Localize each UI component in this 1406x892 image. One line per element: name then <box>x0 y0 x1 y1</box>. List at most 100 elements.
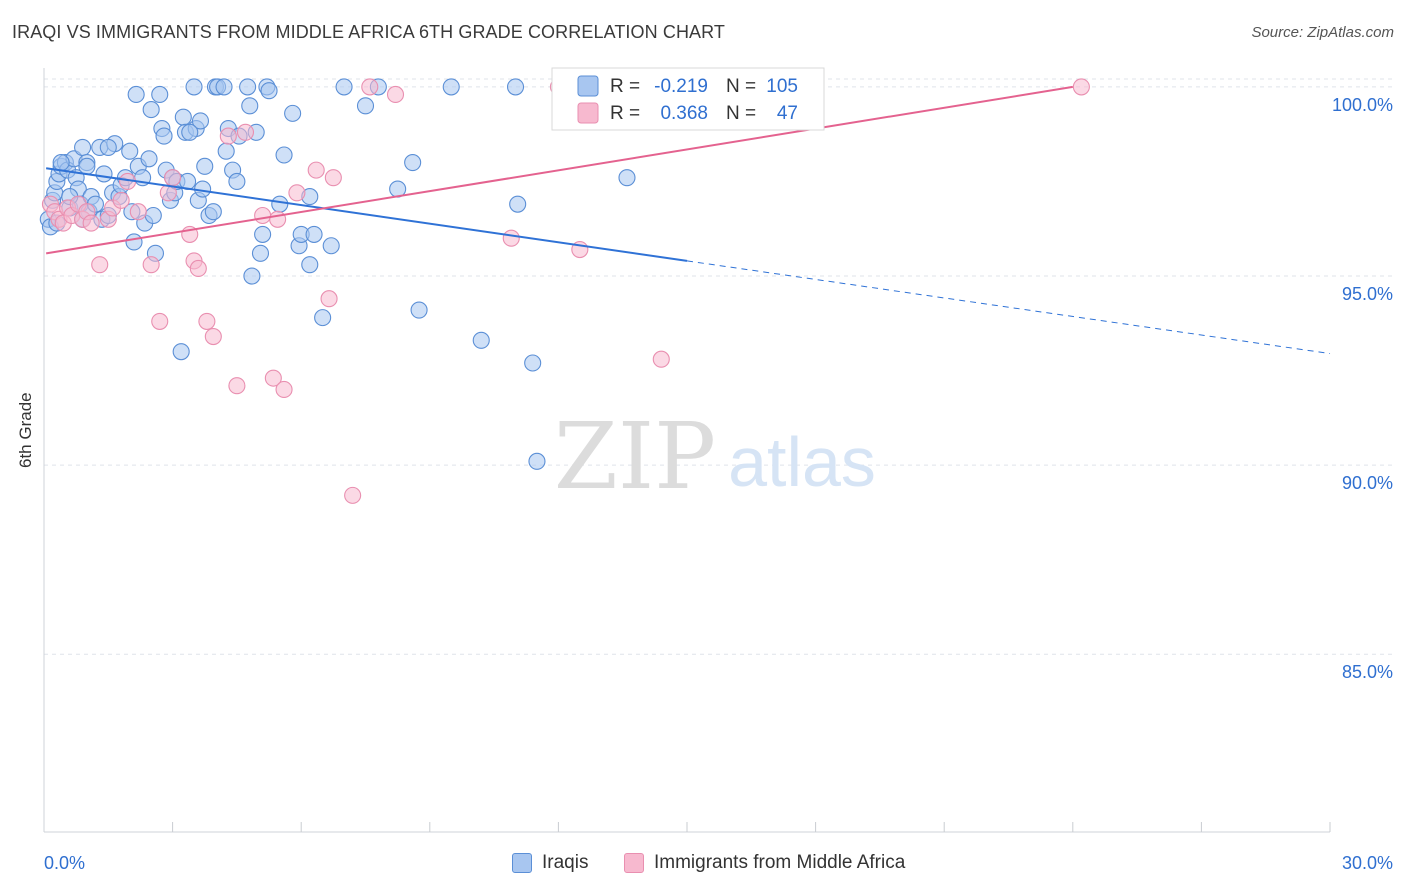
iraqis-point <box>228 172 246 191</box>
legend-swatch-middle-africa <box>577 102 599 124</box>
legend-r-value-2: 0.368 <box>660 103 708 124</box>
iraqis-point <box>99 138 117 156</box>
middle-africa-point <box>386 85 405 104</box>
iraqis-point <box>185 78 203 96</box>
middle-africa-point <box>198 312 216 330</box>
iraqis-point <box>335 78 353 96</box>
middle-africa-point <box>142 256 160 274</box>
iraqis-point <box>174 108 192 126</box>
iraqis-point <box>140 150 158 168</box>
iraqis-point <box>151 85 169 104</box>
middle-africa-point <box>164 169 182 187</box>
legend-swatch-iraqis <box>512 853 532 873</box>
middle-africa-point <box>112 191 130 209</box>
legend-item-middle-africa[interactable]: Immigrants from Middle Africa <box>624 852 905 874</box>
iraqis-trend-line <box>46 167 688 262</box>
legend-swatch-middle-africa <box>624 853 644 873</box>
iraqis-point <box>410 301 428 319</box>
legend-n-label-2: N = <box>726 103 756 124</box>
tick-labels: 100.0% 95.0% 90.0% 85.0% 0.0% 30.0% <box>44 95 1393 873</box>
legend-r-label-2: R = <box>610 103 640 124</box>
middle-africa-point <box>361 78 379 96</box>
middle-africa-point <box>275 380 293 399</box>
axes <box>43 68 1331 833</box>
iraqis-point <box>181 123 199 141</box>
middle-africa-point <box>264 369 282 387</box>
watermark: ZIP atlas <box>554 403 876 510</box>
iraqis-point <box>217 142 235 160</box>
middle-africa-point <box>288 184 306 202</box>
iraqis-point <box>191 112 210 130</box>
iraqis-point <box>241 97 259 115</box>
iraqis-point <box>239 78 257 96</box>
trend-lines <box>45 85 1331 355</box>
middle-africa-point <box>204 327 222 346</box>
iraqis-point <box>95 165 113 183</box>
iraqis-point <box>254 225 272 243</box>
iraqis-point <box>215 78 233 96</box>
middle-africa-point <box>254 206 272 225</box>
middle-africa-point <box>82 214 100 232</box>
iraqis-point <box>78 157 96 175</box>
iraqis-point <box>251 244 270 262</box>
middle-africa-point <box>344 486 362 504</box>
iraqis-point <box>52 154 70 172</box>
middle-africa-point <box>652 350 670 368</box>
iraqis-point <box>509 195 527 213</box>
middle-africa-point <box>307 161 325 179</box>
iraqis-point <box>74 138 92 156</box>
middle-africa-point <box>219 127 237 145</box>
iraqis-point <box>260 82 278 100</box>
middle-africa-point <box>228 377 246 395</box>
middle-africa-point <box>236 123 255 141</box>
middle-africa-point <box>1072 78 1090 96</box>
y-tick-label: 100.0% <box>1332 95 1393 115</box>
iraqis-point <box>301 256 319 274</box>
legend-label-iraqis: Iraqis <box>542 852 589 873</box>
source-credit: Source: ZipAtlas.com <box>1251 24 1394 41</box>
iraqis-point <box>194 180 212 198</box>
middle-africa-point <box>91 256 109 274</box>
y-tick-label: 90.0% <box>1342 473 1393 493</box>
y-tick-label: 95.0% <box>1342 284 1393 304</box>
iraqis-point <box>127 85 145 104</box>
legend-n-label-1: N = <box>726 76 756 97</box>
stats-legend: R = -0.219 N = 105 R = 0.368 N = 47 <box>551 67 825 131</box>
gridlines <box>44 78 1394 655</box>
series-legend: Iraqis Immigrants from Middle Africa <box>0 852 1406 878</box>
iraqis-point <box>322 237 340 255</box>
middle-africa-point <box>151 312 169 330</box>
iraqis-point <box>442 78 460 96</box>
iraqis-point <box>404 154 422 172</box>
middle-africa-trend-line <box>45 85 1073 255</box>
iraqis-point <box>121 142 139 160</box>
iraqis-points <box>39 78 636 470</box>
legend-item-iraqis[interactable]: Iraqis <box>512 852 588 874</box>
middle-africa-point <box>502 229 520 247</box>
iraqis-point <box>356 97 375 115</box>
legend-swatch-iraqis <box>577 75 599 97</box>
iraqis-point <box>275 146 293 164</box>
x-tick-label: 0.0% <box>44 853 85 873</box>
iraqis-point <box>142 101 160 119</box>
legend-n-value-1: 105 <box>766 76 798 97</box>
legend-n-value-2: 47 <box>777 103 798 124</box>
iraqis-point <box>314 309 332 327</box>
middle-africa-point <box>320 290 338 308</box>
y-tick-label: 85.0% <box>1342 662 1393 682</box>
iraqis-point <box>506 78 525 96</box>
legend-label-middle-africa: Immigrants from Middle Africa <box>654 852 906 873</box>
iraqis-point <box>196 157 214 175</box>
iraqis-point <box>618 169 636 187</box>
iraqis-point <box>305 225 323 243</box>
iraqis-point <box>528 452 546 470</box>
iraqis-point <box>472 331 490 349</box>
watermark-atlas: atlas <box>728 423 876 501</box>
middle-africa-point <box>189 259 207 278</box>
iraqis-point <box>284 104 302 122</box>
iraqis-point <box>204 203 222 221</box>
iraqis-point <box>155 127 173 145</box>
iraqis-point <box>144 206 162 225</box>
middle-africa-point <box>269 210 287 228</box>
iraqis-point <box>271 195 289 213</box>
